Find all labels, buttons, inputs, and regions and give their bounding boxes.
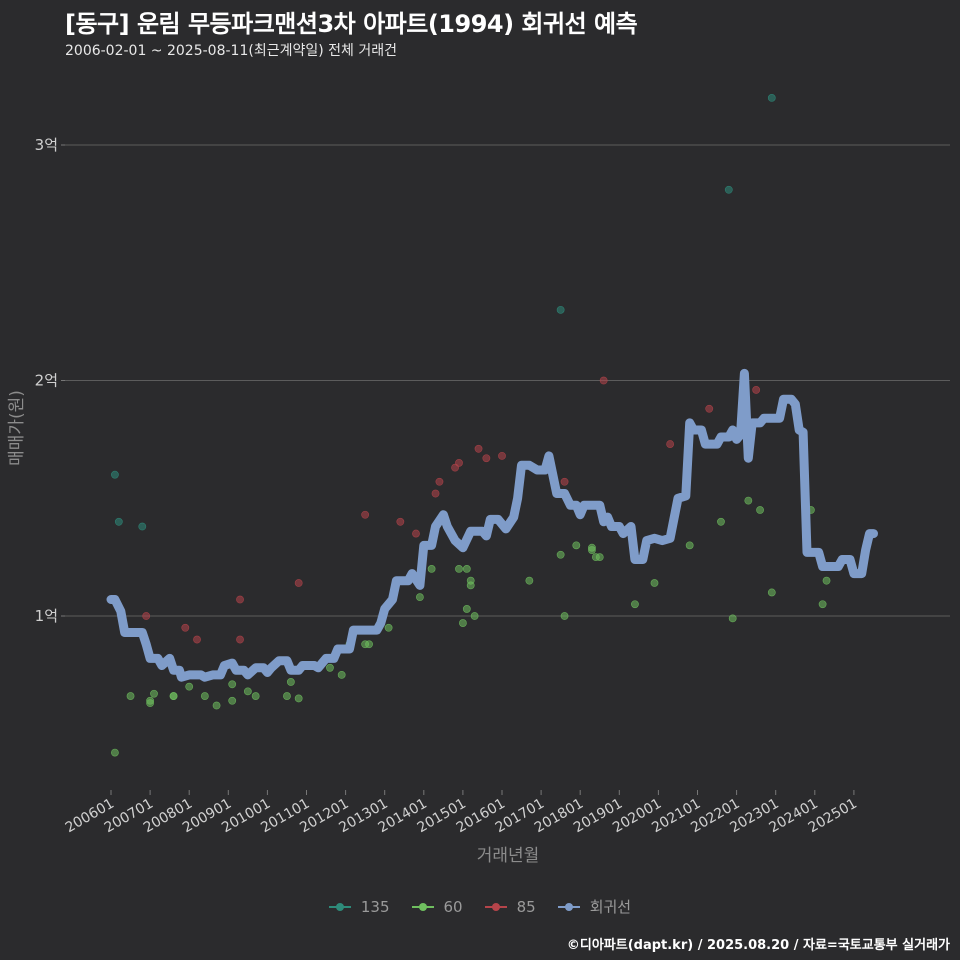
data-point-85: [294, 579, 303, 587]
data-point-60: [286, 678, 295, 686]
data-point-60: [415, 593, 424, 602]
data-point-85: [236, 635, 244, 644]
data-point-85: [498, 451, 506, 460]
data-point-60: [169, 692, 178, 700]
data-point-60: [572, 541, 581, 550]
data-point-85: [142, 612, 151, 620]
legend-key-icon: [484, 901, 507, 913]
data-point-60: [337, 670, 346, 679]
data-point-60: [427, 565, 436, 573]
legend-label: 회귀선: [589, 898, 632, 916]
data-point-60: [822, 576, 831, 585]
regression-line: [106, 368, 878, 682]
data-point-85: [666, 440, 675, 448]
data-point-60: [200, 692, 209, 700]
y-tick-label: 1억: [35, 607, 58, 625]
data-point-60: [685, 541, 694, 550]
data-point-60: [212, 701, 221, 710]
data-point-60: [756, 506, 764, 514]
data-point-60: [650, 579, 659, 587]
data-point-60: [717, 517, 725, 526]
data-point-60: [126, 692, 135, 700]
data-point-60: [728, 614, 737, 623]
legend-item-85: 85: [484, 897, 536, 916]
chart-title: [동구] 운림 무등파크맨션3차 아파트(1994) 회귀선 예측: [65, 10, 638, 38]
data-point-60: [588, 546, 596, 554]
data-point-60: [462, 565, 471, 573]
data-point-135: [724, 185, 733, 194]
data-point-60: [767, 588, 776, 597]
data-point-85: [431, 489, 440, 498]
data-point-60: [185, 682, 194, 691]
data-point-60: [462, 605, 471, 613]
data-point-60: [458, 619, 467, 627]
data-point-60: [111, 748, 119, 757]
y-axis: 1억 2억 3억: [35, 136, 65, 625]
legend-label: 135: [360, 897, 390, 916]
data-point-60: [283, 692, 291, 700]
data-point-60: [251, 692, 260, 700]
legend-label: 60: [443, 897, 463, 916]
data-point-85: [435, 477, 444, 486]
data-point-60: [466, 581, 475, 590]
y-axis-title: 매매가(원): [7, 390, 27, 466]
scatter-points: [111, 94, 831, 757]
data-point-60: [560, 612, 569, 620]
data-point-85: [396, 517, 405, 526]
data-point-135: [138, 522, 147, 531]
data-point-60: [146, 699, 154, 708]
data-point-60: [228, 680, 237, 689]
legend: 135 60 85 회귀선: [0, 896, 960, 917]
legend-label: 85: [516, 897, 536, 916]
data-point-60: [294, 694, 303, 703]
data-point-135: [111, 470, 119, 479]
y-tick-label: 3억: [35, 136, 58, 154]
data-point-85: [236, 595, 244, 604]
data-point-85: [474, 444, 483, 453]
y-tick-label: 2억: [35, 372, 58, 390]
data-point-85: [752, 386, 761, 394]
data-point-60: [525, 576, 534, 585]
data-point-85: [412, 529, 420, 538]
data-point-85: [361, 510, 370, 519]
legend-item-135: 135: [328, 897, 390, 916]
data-point-85: [599, 376, 608, 385]
data-point-60: [595, 553, 604, 562]
data-point-85: [705, 404, 714, 413]
x-axis: 2006012007012008012009012010012011012012…: [63, 790, 860, 836]
data-point-60: [470, 612, 479, 620]
legend-item-60: 60: [411, 897, 463, 916]
data-point-60: [384, 623, 393, 632]
data-point-85: [455, 459, 463, 467]
data-point-60: [365, 640, 373, 649]
legend-key-icon: [557, 901, 580, 913]
data-point-135: [114, 517, 123, 526]
data-point-60: [455, 565, 463, 573]
data-point-60: [744, 496, 753, 505]
data-point-60: [818, 600, 827, 609]
regression-layer: [106, 368, 878, 682]
data-point-85: [181, 623, 190, 632]
data-point-60: [556, 550, 565, 559]
data-point-135: [767, 94, 776, 102]
gridlines: [65, 144, 950, 617]
source-caption: ©디아파트(dapt.kr) / 2025.08.20 / 자료=국토교통부 실…: [566, 938, 950, 953]
data-point-60: [326, 663, 334, 672]
chart-svg: 1억 2억 3억 200601200701200801200901201001201…: [7, 94, 950, 866]
data-point-60: [150, 689, 158, 698]
x-axis-title: 거래년월: [477, 846, 540, 866]
data-point-85: [193, 635, 201, 644]
data-point-60: [228, 696, 237, 705]
data-point-60: [243, 687, 252, 696]
chart-subtitle: 2006-02-01 ~ 2025-08-11(최근계약일) 전체 거래건: [65, 43, 397, 59]
legend-key-icon: [411, 901, 434, 913]
data-point-135: [556, 305, 565, 314]
data-point-85: [482, 454, 491, 463]
legend-item-회귀선: 회귀선: [557, 896, 632, 917]
data-point-85: [560, 477, 569, 486]
data-point-60: [631, 600, 639, 609]
legend-key-icon: [328, 901, 351, 913]
